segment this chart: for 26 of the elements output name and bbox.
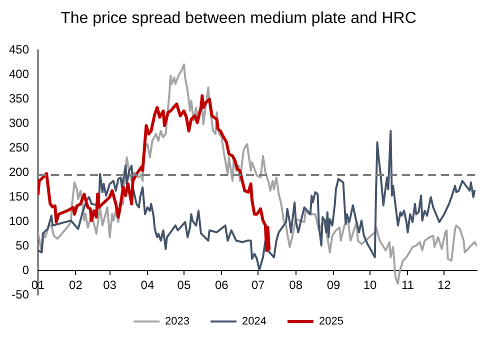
legend-label: 2023: [165, 316, 190, 328]
y-tick-label: 0: [22, 262, 30, 277]
y-tick-label: 50: [16, 238, 30, 252]
y-tick-label: 200: [8, 164, 30, 179]
x-tick-label: 05: [177, 278, 191, 292]
x-tick-label: 10: [363, 278, 377, 292]
y-tick-label: 450: [8, 42, 30, 57]
legend-label: 2025: [318, 316, 344, 328]
x-tick-label: 04: [140, 278, 154, 292]
x-tick-label: 11: [401, 278, 414, 292]
y-tick-label: 350: [8, 91, 30, 106]
y-tick-label: 250: [8, 140, 30, 154]
chart-title: The price spread between medium plate and HRC: [60, 10, 416, 28]
x-tick-label: 03: [103, 278, 117, 292]
x-tick-label: 08: [289, 278, 303, 292]
x-tick-label: 09: [326, 278, 341, 292]
y-tick-label: 400: [8, 66, 30, 81]
y-tick-label: 150: [8, 189, 30, 204]
x-tick-label: 12: [437, 278, 452, 292]
legend-label: 2024: [242, 316, 266, 328]
x-tick-label: 07: [251, 278, 266, 292]
x-tick-label: 02: [69, 278, 83, 292]
x-tick-label: 06: [214, 278, 229, 292]
y-tick-label: 300: [8, 116, 30, 130]
y-tick-label: -50: [12, 287, 30, 302]
y-tick-label: 100: [8, 214, 30, 228]
